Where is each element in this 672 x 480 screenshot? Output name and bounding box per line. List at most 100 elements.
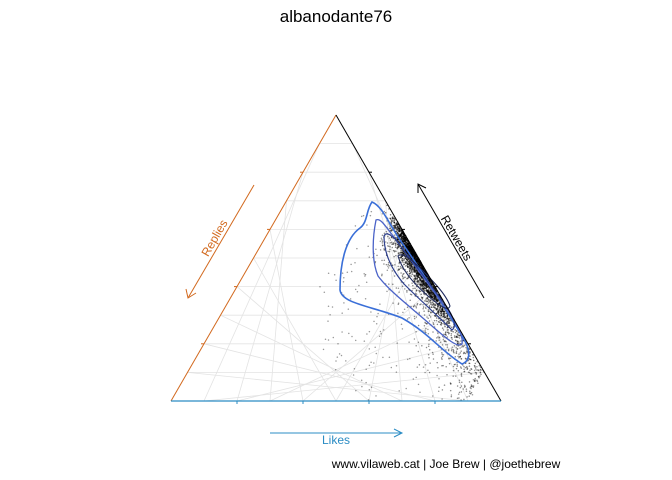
scatter-point — [368, 256, 371, 258]
scatter-point — [441, 398, 443, 400]
scatter-point — [386, 269, 389, 272]
scatter-point — [429, 316, 432, 318]
scatter-point — [437, 310, 439, 313]
scatter-point — [395, 250, 397, 252]
scatter-point — [469, 369, 471, 371]
scatter-point — [428, 293, 430, 295]
scatter-point — [454, 331, 457, 334]
scatter-point — [448, 357, 450, 359]
scatter-point — [470, 368, 473, 371]
scatter-point — [396, 222, 398, 224]
scatter-point — [404, 261, 407, 263]
scatter-point — [456, 341, 459, 343]
scatter-point — [362, 214, 365, 217]
scatter-point — [410, 294, 413, 296]
scatter-point — [456, 340, 459, 343]
scatter-point — [439, 302, 441, 305]
scatter-point — [424, 331, 426, 333]
scatter-point — [463, 384, 466, 387]
scatter-point — [381, 273, 383, 276]
scatter-point — [367, 399, 370, 401]
scatter-point — [464, 357, 467, 360]
scatter-point — [459, 347, 461, 349]
scatter-point — [416, 277, 419, 280]
scatter-point — [467, 371, 470, 373]
scatter-point — [429, 291, 432, 294]
scatter-point — [408, 261, 410, 263]
scatter-point — [455, 330, 458, 332]
scatter-point — [427, 302, 430, 304]
scatter-point — [400, 272, 402, 274]
scatter-point — [420, 286, 422, 288]
scatter-point — [394, 223, 397, 226]
scatter-point — [456, 336, 458, 338]
scatter-point — [410, 275, 412, 278]
scatter-point — [437, 313, 440, 315]
scatter-point — [408, 265, 411, 267]
scatter-point — [417, 283, 419, 285]
scatter-point — [431, 301, 434, 304]
scatter-point — [410, 263, 413, 266]
scatter-point — [360, 215, 363, 218]
scatter-point — [461, 346, 463, 348]
scatter-point — [428, 292, 431, 295]
scatter-point — [412, 287, 414, 290]
scatter-point — [457, 369, 460, 372]
scatter-point — [420, 280, 422, 282]
scatter-point — [410, 252, 412, 255]
scatter-point — [403, 252, 405, 255]
scatter-point — [409, 272, 411, 275]
scatter-point — [332, 336, 335, 339]
replies-arrow — [185, 184, 255, 299]
scatter-point — [437, 305, 439, 307]
scatter-point — [415, 281, 417, 283]
scatter-point — [393, 221, 396, 223]
scatter-point — [403, 259, 405, 261]
scatter-point — [437, 366, 439, 369]
scatter-point — [469, 392, 471, 394]
scatter-point — [368, 388, 371, 391]
scatter-point — [389, 227, 392, 229]
scatter-point — [458, 379, 461, 381]
scatter-point — [417, 280, 419, 283]
scatter-point — [408, 248, 411, 250]
scatter-point — [478, 369, 480, 372]
scatter-point — [424, 307, 427, 309]
scatter-point — [427, 300, 430, 302]
scatter-point — [463, 368, 465, 371]
scatter-point — [430, 311, 432, 313]
scatter-point — [440, 313, 443, 315]
scatter-point — [461, 345, 464, 347]
scatter-point — [327, 305, 330, 307]
scatter-point — [443, 340, 446, 342]
scatter-point — [408, 270, 411, 273]
scatter-point — [370, 311, 372, 313]
scatter-point — [416, 283, 419, 286]
scatter-point — [408, 268, 411, 270]
scatter-point — [479, 372, 482, 374]
scatter-point — [445, 317, 448, 320]
scatter-point — [444, 312, 446, 315]
scatter-point — [474, 368, 477, 370]
scatter-point — [401, 258, 404, 260]
scatter-point — [354, 339, 357, 342]
scatter-point — [443, 333, 445, 336]
scatter-point — [418, 311, 420, 314]
scatter-point — [451, 326, 453, 328]
scatter-point — [426, 300, 428, 302]
scatter-point — [354, 225, 357, 227]
scatter-point — [426, 316, 428, 318]
scatter-point — [367, 245, 369, 247]
scatter-point — [428, 280, 431, 283]
scatter-point — [453, 352, 455, 354]
scatter-point — [434, 307, 437, 310]
scatter-point — [420, 303, 422, 305]
scatter-point — [392, 243, 395, 245]
scatter-point — [403, 252, 405, 254]
scatter-point — [400, 256, 403, 258]
scatter-point — [360, 379, 363, 382]
scatter-point — [424, 286, 426, 289]
scatter-point — [416, 261, 419, 264]
scatter-point — [388, 245, 390, 248]
scatter-point — [433, 294, 436, 297]
